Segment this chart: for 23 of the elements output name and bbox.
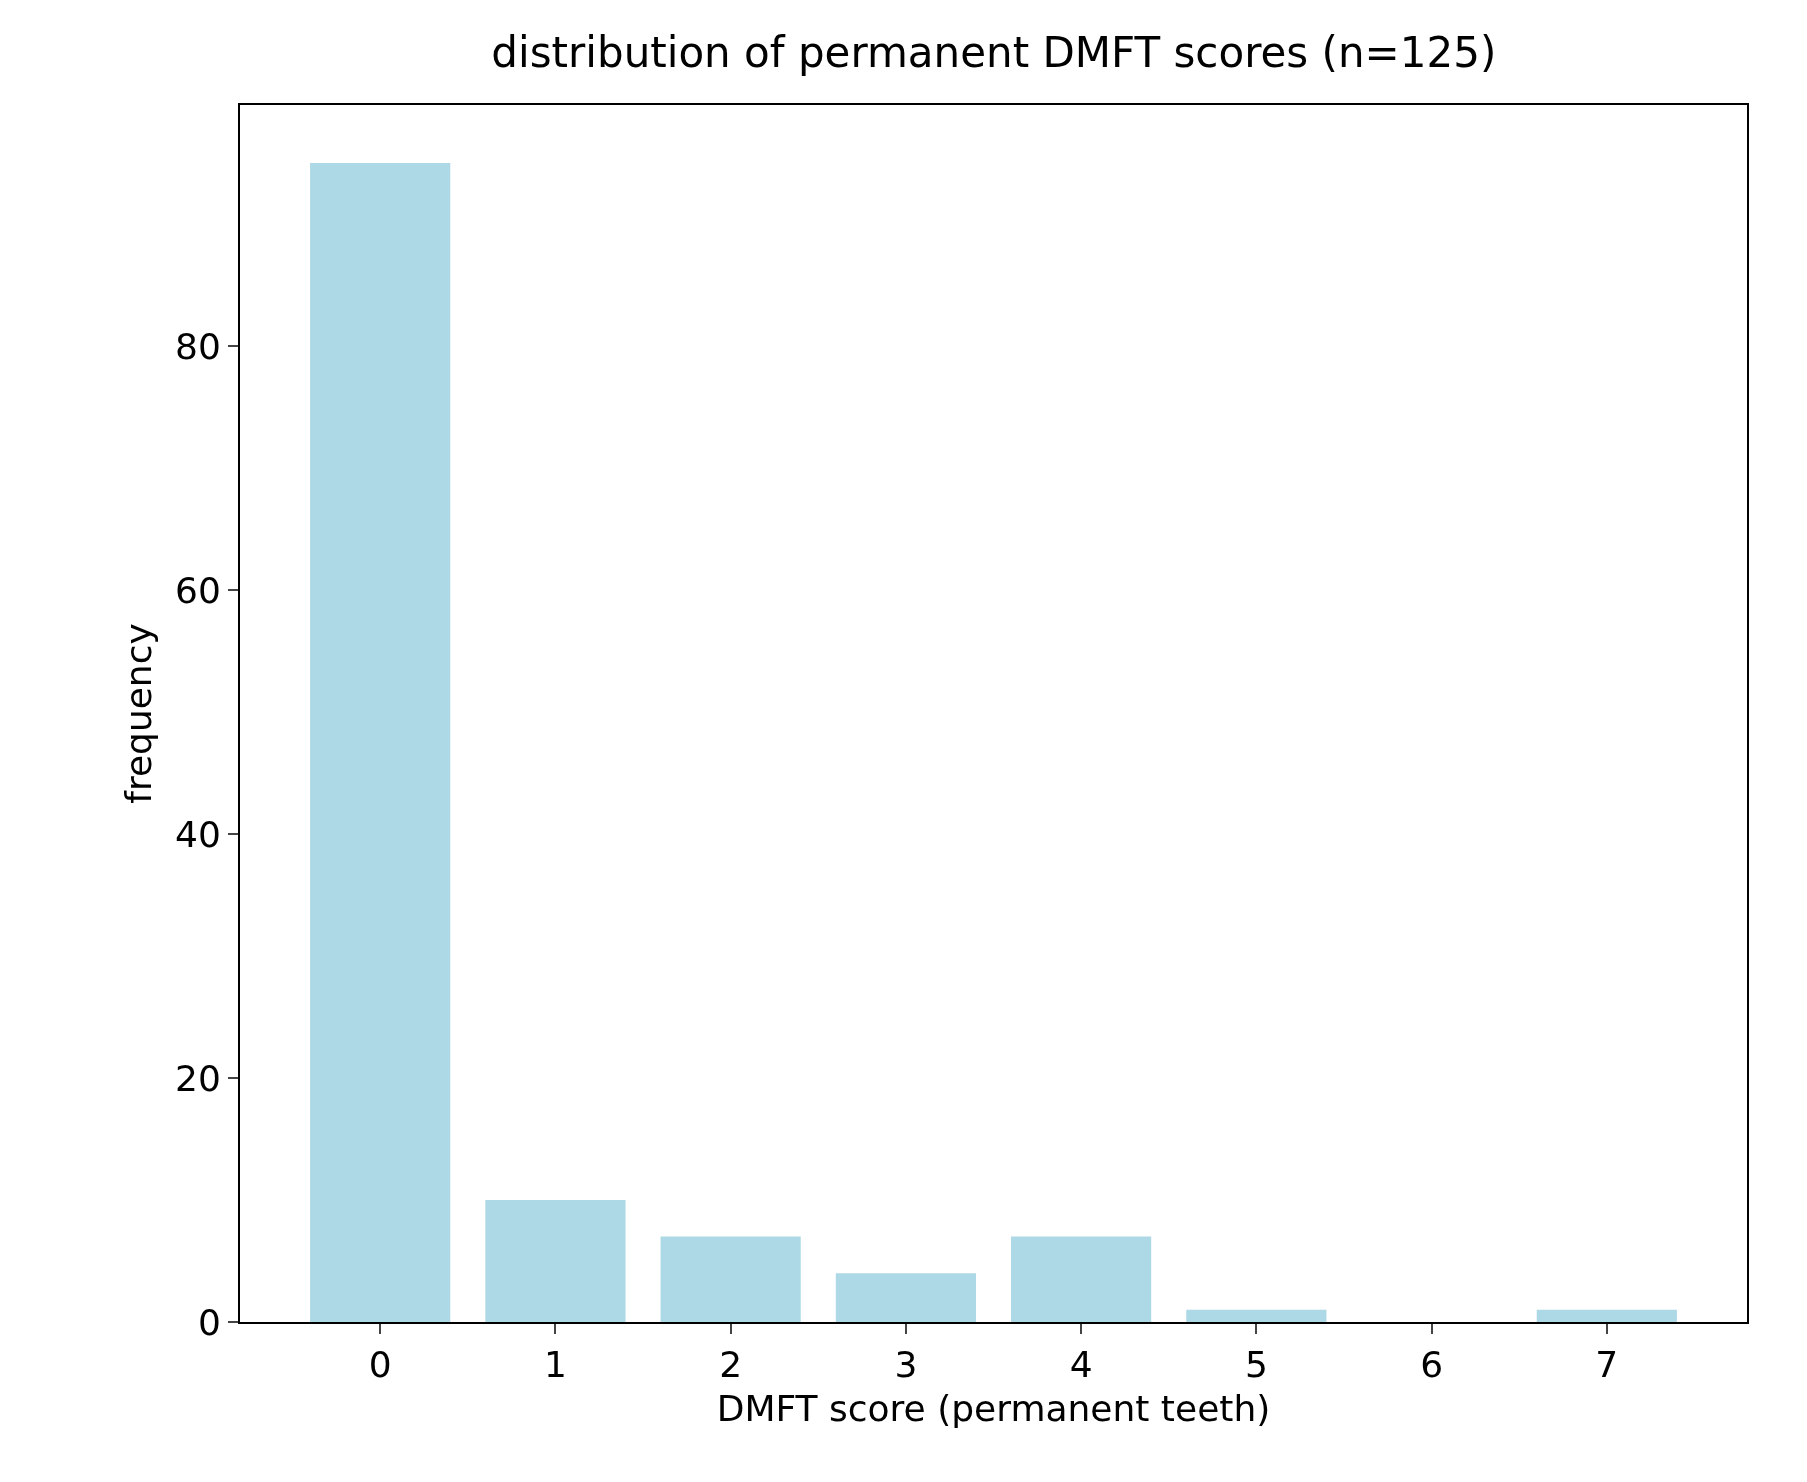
y-tick-label: 20 [174, 1057, 221, 1099]
chart-title: distribution of permanent DMFT scores (n=125) [491, 27, 1497, 77]
x-tick-label: 5 [1244, 1344, 1268, 1386]
bar [660, 1236, 801, 1322]
y-tick-label: 40 [174, 813, 221, 855]
x-tick-label: 3 [894, 1344, 918, 1386]
x-tick-label: 1 [543, 1344, 567, 1386]
y-axis-title: frequency [118, 623, 160, 804]
bar [310, 162, 451, 1322]
bar [1186, 1309, 1327, 1322]
y-tick-label: 60 [174, 569, 221, 611]
x-tick-label: 6 [1420, 1344, 1444, 1386]
y-tick-label: 0 [197, 1301, 221, 1343]
x-tick-label: 7 [1595, 1344, 1619, 1386]
bar [485, 1199, 626, 1322]
x-tick-label: 2 [719, 1344, 743, 1386]
bar [1536, 1309, 1677, 1322]
bar [1011, 1236, 1152, 1322]
y-tick-label: 80 [174, 325, 221, 367]
x-axis-title: DMFT score (permanent teeth) [716, 1388, 1271, 1430]
x-tick-label: 0 [368, 1344, 392, 1386]
x-tick-label: 4 [1069, 1344, 1093, 1386]
bar [835, 1273, 976, 1322]
